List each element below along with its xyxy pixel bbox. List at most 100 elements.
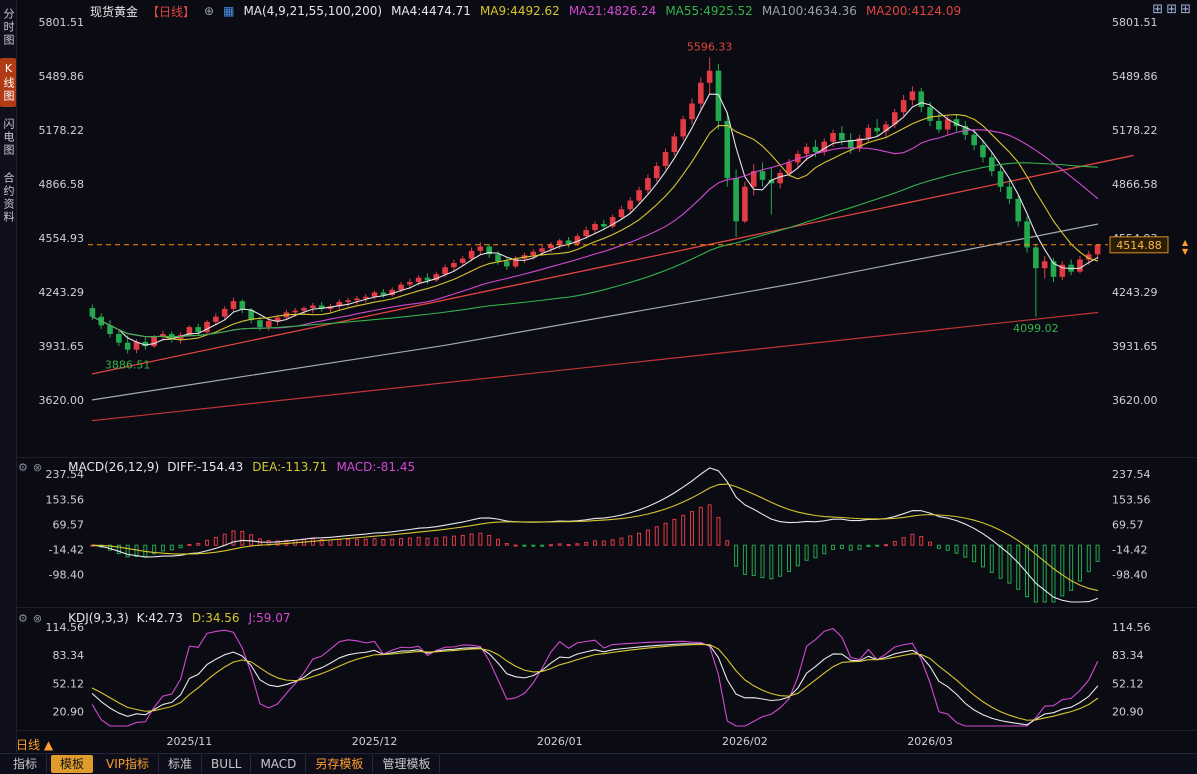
- macd-panel-icons: ⚙ ⊗: [18, 461, 42, 474]
- svg-text:▼: ▼: [1182, 247, 1189, 256]
- ma-value-4: MA100:4634.36: [761, 4, 857, 18]
- symbol-name: 现货黄金: [90, 4, 139, 19]
- ma-value-2: MA21:4826.24: [568, 4, 657, 18]
- svg-text:114.56: 114.56: [1112, 621, 1151, 634]
- kdj-values: K:42.73 D:34.56 J:59.07: [137, 611, 291, 625]
- svg-text:5489.86: 5489.86: [39, 70, 85, 83]
- kdj-panel-icons: ⚙ ⊗: [18, 612, 42, 625]
- ma-value-1: MA9:4492.62: [479, 4, 560, 18]
- period-selector-arrow-icon: ▲: [43, 738, 54, 752]
- tab-standard[interactable]: 标准: [159, 755, 203, 773]
- kdj-panel-header: ⚙ ⊗ KDJ(9,3,3) K:42.73 D:34.56 J:59.07: [18, 610, 290, 626]
- kdj-settings-icon[interactable]: ⚙: [18, 611, 28, 625]
- svg-text:83.34: 83.34: [1112, 649, 1144, 662]
- kdj-params-label: KDJ(9,3,3): [68, 611, 129, 625]
- macd-value-2: MACD:-81.45: [336, 460, 416, 474]
- tab-time-chart[interactable]: 分时图: [2, 8, 15, 47]
- svg-text:3931.65: 3931.65: [39, 340, 85, 353]
- macd-values: DIFF:-154.43 DEA:-113.71 MACD:-81.45: [167, 460, 415, 474]
- svg-text:-14.42: -14.42: [1112, 544, 1147, 557]
- svg-text:4099.02: 4099.02: [1013, 322, 1059, 335]
- layout-quad-icon[interactable]: ⊞: [1180, 2, 1191, 17]
- svg-text:5801.51: 5801.51: [39, 16, 85, 29]
- svg-text:4243.29: 4243.29: [39, 286, 85, 299]
- svg-text:▲: ▲: [1182, 238, 1189, 247]
- period-selector[interactable]: 日线 ▲: [16, 736, 53, 753]
- ma-value-5: MA200:4124.09: [865, 4, 962, 18]
- svg-text:3886.51: 3886.51: [105, 359, 151, 372]
- macd-close-icon[interactable]: ⊗: [32, 460, 43, 474]
- macd-panel-header: ⚙ ⊗ MACD(26,12,9) DIFF:-154.43 DEA:-113.71…: [18, 459, 415, 475]
- svg-text:20.90: 20.90: [53, 706, 85, 719]
- kdj-value-1: D:34.56: [191, 611, 240, 625]
- svg-text:5178.22: 5178.22: [1112, 124, 1158, 137]
- svg-text:5596.33: 5596.33: [687, 40, 733, 53]
- svg-text:4514.88: 4514.88: [1116, 239, 1162, 252]
- svg-text:69.57: 69.57: [1112, 518, 1144, 531]
- current-price-tag: [1109, 236, 1169, 254]
- tab-kline-chart[interactable]: K线图: [0, 58, 16, 107]
- ma-value-3: MA55:4925.52: [665, 4, 753, 18]
- svg-text:-98.40: -98.40: [49, 569, 84, 582]
- tab-indicator[interactable]: 指标: [4, 755, 48, 773]
- svg-text:83.34: 83.34: [53, 649, 85, 662]
- svg-text:4866.58: 4866.58: [1112, 178, 1158, 191]
- svg-text:3931.65: 3931.65: [1112, 340, 1158, 353]
- svg-text:2026/01: 2026/01: [537, 735, 583, 748]
- svg-text:5489.86: 5489.86: [1112, 70, 1158, 83]
- svg-text:5801.51: 5801.51: [1112, 16, 1158, 29]
- bottom-toolbar-tabs: 指标 模板 VIP指标 标准 BULL MACD 另存模板 管理模板: [4, 755, 441, 773]
- svg-text:52.12: 52.12: [53, 677, 85, 690]
- tab-manage-template[interactable]: 管理模板: [373, 755, 441, 773]
- ma-settings-icon[interactable]: ▦: [223, 4, 235, 18]
- svg-text:4554.93: 4554.93: [39, 232, 85, 245]
- layout-grid-icon[interactable]: ⊞: [1166, 2, 1178, 17]
- svg-text:2025/12: 2025/12: [352, 735, 398, 748]
- period-tag[interactable]: 【日线】: [147, 4, 196, 19]
- svg-text:3620.00: 3620.00: [39, 394, 85, 407]
- svg-text:153.56: 153.56: [1112, 493, 1151, 506]
- svg-text:-14.42: -14.42: [49, 544, 84, 557]
- kdj-close-icon[interactable]: ⊗: [32, 611, 43, 625]
- svg-text:5178.22: 5178.22: [39, 124, 85, 137]
- tab-flash-chart[interactable]: 闪电图: [2, 118, 15, 157]
- tab-macd[interactable]: MACD: [251, 755, 307, 773]
- svg-text:114.56: 114.56: [46, 621, 85, 634]
- kdj-value-0: K:42.73: [136, 611, 183, 625]
- svg-text:20.90: 20.90: [1112, 706, 1144, 719]
- svg-text:3620.00: 3620.00: [1112, 394, 1158, 407]
- tab-vip-indicator[interactable]: VIP指标: [97, 755, 160, 773]
- macd-settings-icon[interactable]: ⚙: [18, 460, 28, 474]
- window-layout-icons: ⊞ ⊞ ⊞: [1152, 1, 1191, 19]
- macd-params-label: MACD(26,12,9): [68, 460, 160, 474]
- svg-text:69.57: 69.57: [53, 518, 85, 531]
- svg-text:153.56: 153.56: [46, 493, 85, 506]
- svg-text:2026/02: 2026/02: [722, 735, 768, 748]
- ma-group-label: MA(4,9,21,55,100,200): [243, 4, 383, 18]
- tab-save-template[interactable]: 另存模板: [306, 755, 374, 773]
- svg-text:2025/11: 2025/11: [167, 735, 213, 748]
- add-indicator-icon[interactable]: ⊕: [204, 4, 215, 18]
- layout-single-icon[interactable]: ⊞: [1152, 2, 1164, 17]
- svg-text:4866.58: 4866.58: [39, 178, 85, 191]
- bottom-toolbar: 指标 模板 VIP指标 标准 BULL MACD 另存模板 管理模板: [0, 753, 1197, 774]
- svg-text:-98.40: -98.40: [1112, 569, 1147, 582]
- left-tab-bar: 分时图 K线图闪电图合约资料: [0, 0, 17, 752]
- tab-bull[interactable]: BULL: [202, 755, 252, 773]
- tab-contract-info[interactable]: 合约资料: [2, 172, 15, 224]
- ma-values: MA4:4474.71 MA9:4492.62 MA21:4826.24 MA55:4…: [391, 4, 961, 18]
- svg-text:4243.29: 4243.29: [1112, 286, 1158, 299]
- chart-header: 现货黄金 【日线】 ⊕ ▦ MA(4,9,21,55,100,200) MA4:…: [90, 2, 961, 20]
- kdj-value-2: J:59.07: [248, 611, 291, 625]
- svg-text:237.54: 237.54: [46, 468, 85, 481]
- svg-text:237.54: 237.54: [1112, 468, 1151, 481]
- macd-value-1: DEA:-113.71: [252, 460, 328, 474]
- svg-text:2026/03: 2026/03: [907, 735, 953, 748]
- svg-text:52.12: 52.12: [1112, 677, 1144, 690]
- macd-value-0: DIFF:-154.43: [167, 460, 244, 474]
- ma-value-0: MA4:4474.71: [391, 4, 471, 18]
- period-selector-label: 日线: [16, 738, 41, 752]
- tab-template[interactable]: 模板: [51, 755, 94, 773]
